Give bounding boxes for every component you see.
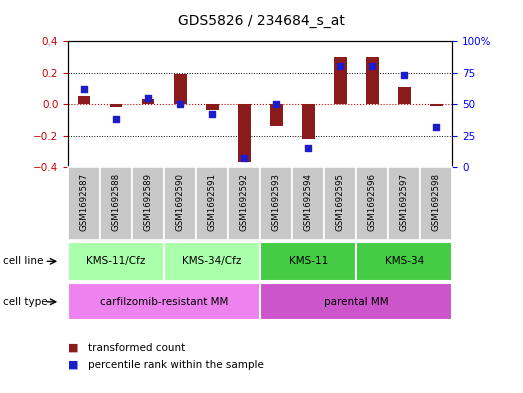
Point	[208, 111, 217, 118]
Bar	[430, 104, 443, 106]
Bar	[238, 104, 251, 162]
Point	[176, 101, 184, 107]
Point	[272, 101, 280, 107]
Text: GSM1692591: GSM1692591	[208, 173, 217, 231]
Text: ■: ■	[68, 360, 78, 370]
Bar	[68, 242, 164, 281]
Bar	[196, 167, 228, 240]
Bar	[324, 167, 356, 240]
Text: cell type: cell type	[3, 297, 47, 307]
Bar	[388, 167, 420, 240]
Text: ■: ■	[68, 343, 78, 353]
Point	[400, 72, 408, 78]
Point	[80, 86, 88, 92]
Bar	[366, 57, 379, 104]
Bar	[100, 167, 132, 240]
Bar	[77, 96, 90, 104]
Text: GSM1692596: GSM1692596	[368, 173, 377, 231]
Bar	[142, 99, 154, 104]
Point	[336, 63, 345, 70]
Bar	[260, 167, 292, 240]
Bar	[270, 104, 282, 126]
Bar	[420, 167, 452, 240]
Bar	[164, 242, 260, 281]
Bar	[68, 283, 260, 320]
Text: GSM1692598: GSM1692598	[432, 173, 441, 231]
Text: parental MM: parental MM	[324, 297, 389, 307]
Bar	[110, 104, 122, 107]
Text: KMS-34: KMS-34	[385, 256, 424, 266]
Point	[432, 124, 440, 130]
Point	[240, 155, 248, 162]
Bar	[132, 167, 164, 240]
Point	[144, 95, 152, 101]
Bar	[260, 283, 452, 320]
Bar	[164, 167, 196, 240]
Bar	[260, 242, 356, 281]
Text: carfilzomib-resistant MM: carfilzomib-resistant MM	[100, 297, 228, 307]
Point	[112, 116, 120, 122]
Text: GSM1692593: GSM1692593	[272, 173, 281, 231]
Text: KMS-11: KMS-11	[289, 256, 328, 266]
Bar	[206, 104, 219, 110]
Text: GSM1692587: GSM1692587	[79, 173, 88, 231]
Point	[368, 63, 377, 70]
Text: GSM1692597: GSM1692597	[400, 173, 409, 231]
Text: cell line: cell line	[3, 256, 43, 266]
Text: percentile rank within the sample: percentile rank within the sample	[88, 360, 264, 370]
Text: KMS-11/Cfz: KMS-11/Cfz	[86, 256, 146, 266]
Bar	[292, 167, 324, 240]
Text: GSM1692595: GSM1692595	[336, 173, 345, 231]
Bar	[302, 104, 315, 139]
Text: GDS5826 / 234684_s_at: GDS5826 / 234684_s_at	[178, 14, 345, 28]
Text: GSM1692589: GSM1692589	[144, 173, 153, 231]
Bar	[356, 242, 452, 281]
Bar	[356, 167, 388, 240]
Text: GSM1692590: GSM1692590	[176, 173, 185, 231]
Bar	[174, 74, 187, 104]
Bar	[334, 57, 347, 104]
Text: GSM1692592: GSM1692592	[240, 173, 248, 231]
Text: transformed count: transformed count	[88, 343, 185, 353]
Point	[304, 145, 312, 151]
Text: GSM1692588: GSM1692588	[111, 173, 120, 231]
Bar	[398, 87, 411, 104]
Bar	[68, 167, 100, 240]
Text: KMS-34/Cfz: KMS-34/Cfz	[183, 256, 242, 266]
Text: GSM1692594: GSM1692594	[304, 173, 313, 231]
Bar	[228, 167, 260, 240]
